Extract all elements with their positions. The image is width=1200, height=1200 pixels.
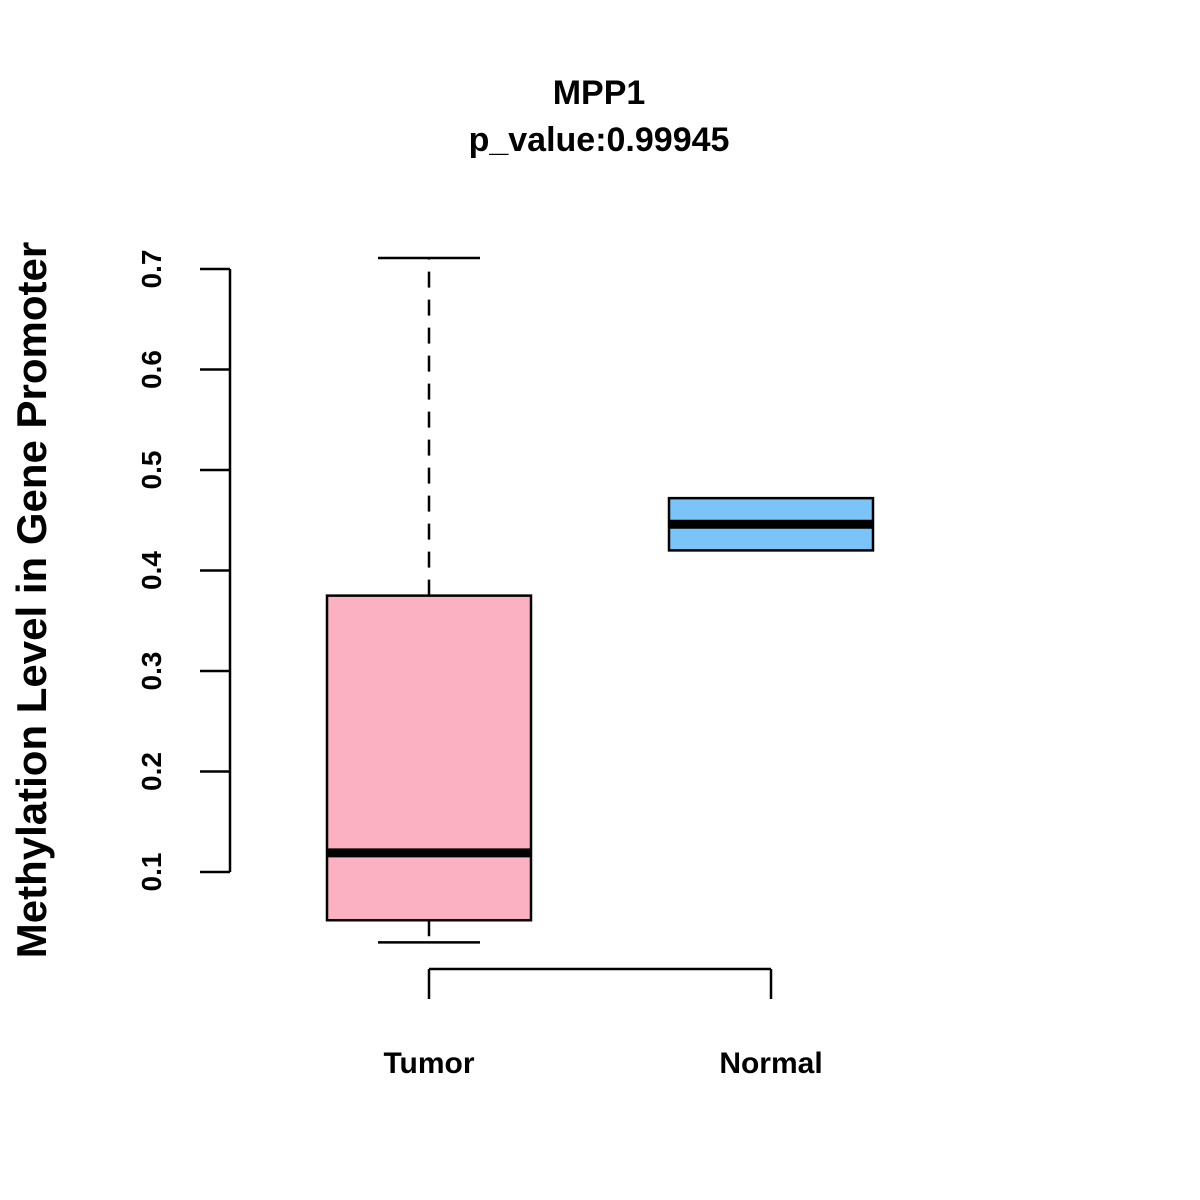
y-tick-label: 0.3 bbox=[136, 652, 167, 691]
y-tick-label: 0.2 bbox=[136, 752, 167, 791]
y-tick-label: 0.4 bbox=[136, 551, 167, 590]
box-normal bbox=[667, 496, 875, 552]
chart-title: MPP1 bbox=[553, 74, 646, 112]
x-axis: Tumor Normal bbox=[383, 967, 823, 1080]
iqr-box bbox=[325, 594, 533, 922]
x-category-label: Tumor bbox=[383, 1047, 474, 1080]
y-tick-label: 0.7 bbox=[136, 250, 167, 289]
y-axis-label: Methylation Level in Gene Promoter bbox=[8, 242, 55, 958]
y-tick-label: 0.6 bbox=[136, 350, 167, 389]
y-axis: 0.1 0.2 0.3 0.4 0.5 0.6 0.7 bbox=[136, 250, 232, 892]
x-category-label: Normal bbox=[719, 1047, 822, 1080]
y-tick-label: 0.5 bbox=[136, 451, 167, 490]
y-tick-label: 0.1 bbox=[136, 853, 167, 892]
chart-subtitle: p_value:0.99945 bbox=[469, 121, 730, 159]
boxes bbox=[325, 256, 875, 944]
box-tumor bbox=[325, 256, 533, 944]
